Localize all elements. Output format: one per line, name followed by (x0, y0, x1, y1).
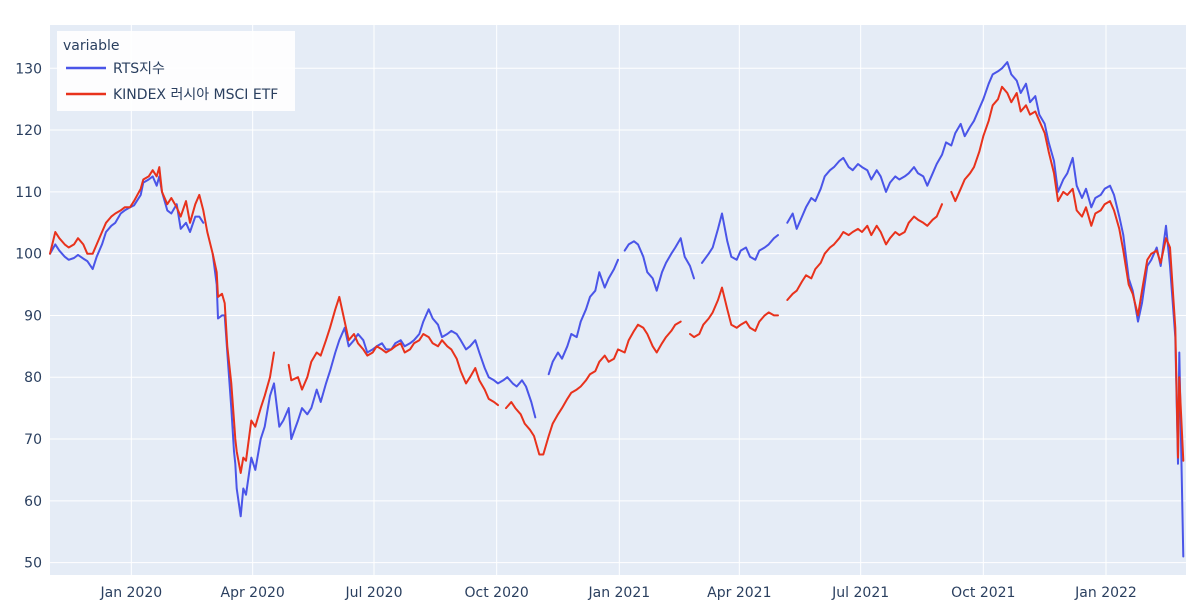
y-tick-label: 90 (24, 308, 42, 324)
legend: variable RTS지수 KINDEX 러시아 MSCI ETF (57, 31, 295, 111)
x-tick-label: Jul 2020 (345, 585, 403, 601)
series-layer (49, 61, 1185, 558)
y-tick-label: 130 (15, 61, 42, 77)
x-tick-label: Jan 2020 (99, 585, 162, 601)
series-line-kindex (49, 85, 1185, 474)
x-gridlines (130, 25, 1107, 575)
x-tick-label: Apr 2020 (221, 585, 285, 601)
y-tick-label: 80 (24, 370, 42, 386)
plot-area (50, 25, 1186, 575)
y-tick-label: 60 (24, 494, 42, 510)
x-tick-label: Oct 2020 (465, 585, 529, 601)
x-tick-label: Jul 2021 (831, 585, 889, 601)
y-tick-label: 70 (24, 432, 42, 448)
x-tick-label: Jan 2022 (1074, 585, 1137, 601)
legend-box (57, 31, 295, 111)
y-tick-label: 120 (15, 123, 42, 139)
y-tick-label: 100 (15, 247, 42, 263)
legend-label-kindex[interactable]: KINDEX 러시아 MSCI ETF (113, 87, 278, 103)
x-tick-label: Apr 2021 (707, 585, 771, 601)
y-axis: 50 60 70 80 90 100 110 120 130 (15, 61, 42, 571)
x-axis: Jan 2020 Apr 2020 Jul 2020 Oct 2020 Jan 2021… (99, 585, 1136, 601)
x-tick-label: Jan 2021 (587, 585, 650, 601)
y-tick-label: 110 (15, 185, 42, 201)
legend-title: variable (63, 38, 119, 54)
legend-label-rts[interactable]: RTS지수 (113, 61, 165, 77)
x-tick-label: Oct 2021 (951, 585, 1015, 601)
y-tick-label: 50 (24, 556, 42, 572)
